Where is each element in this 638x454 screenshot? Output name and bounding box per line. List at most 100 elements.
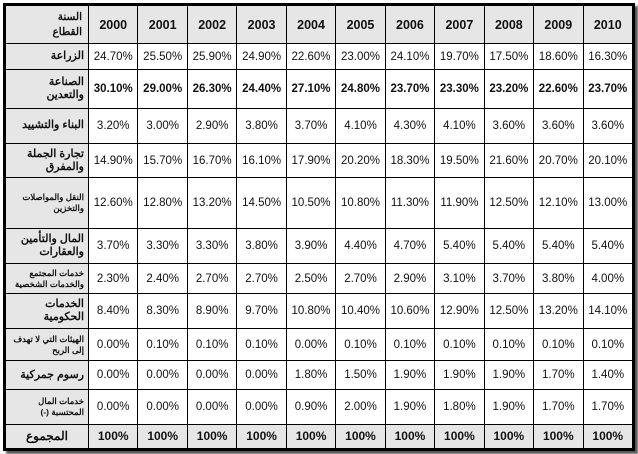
year-header: 2008 bbox=[483, 5, 535, 44]
value-cell: 10.80% bbox=[335, 177, 386, 230]
value-cell: 14.90% bbox=[87, 142, 139, 179]
value-cell: 5.40% bbox=[533, 228, 584, 264]
sector-label: الهيئات التي لا تهدف إلى الربح bbox=[5, 327, 89, 362]
value-cell: 25.90% bbox=[186, 42, 238, 71]
value-cell: 25.50% bbox=[137, 42, 188, 71]
value-cell: 22.60% bbox=[533, 69, 584, 110]
value-cell: 3.60% bbox=[582, 108, 633, 144]
value-cell: 1.90% bbox=[384, 360, 436, 390]
value-cell: 4.70% bbox=[384, 228, 436, 264]
table-body: الزراعة 24.70% 25.50% 25.90% 24.90% 22.60% 23.… bbox=[5, 42, 633, 449]
value-cell: 15.70% bbox=[137, 142, 188, 179]
value-cell: 3.30% bbox=[137, 228, 188, 264]
sector-label: رسوم جمركية bbox=[5, 360, 89, 390]
value-cell: 2.70% bbox=[236, 262, 287, 295]
value-cell: 3.30% bbox=[186, 228, 238, 264]
value-cell: 10.60% bbox=[384, 293, 436, 329]
value-cell: 3.70% bbox=[87, 228, 139, 264]
value-cell: 4.00% bbox=[582, 262, 633, 295]
value-cell: 0.00% bbox=[87, 327, 139, 362]
table-row: الزراعة 24.70% 25.50% 25.90% 24.90% 22.60% 23.… bbox=[5, 42, 633, 71]
year-header: 2010 bbox=[582, 5, 633, 44]
table-row: الخدمات الحكومية 8.40% 8.30% 8.90% 9.70% 10.8… bbox=[5, 293, 633, 329]
table-row: الهيئات التي لا تهدف إلى الربح 0.00% 0.10%… bbox=[5, 327, 633, 362]
value-cell: 3.80% bbox=[236, 228, 287, 264]
value-cell: 19.70% bbox=[434, 42, 485, 71]
value-cell: 1.90% bbox=[483, 388, 535, 425]
table-row: خدمات المال المحتسبة (-) 0.00% 0.00% 0.00% 0… bbox=[5, 388, 633, 425]
value-cell: 100% bbox=[285, 423, 337, 449]
value-cell: 2.40% bbox=[137, 262, 188, 295]
value-cell: 100% bbox=[236, 423, 287, 449]
value-cell: 0.00% bbox=[87, 360, 139, 390]
value-cell: 100% bbox=[434, 423, 485, 449]
value-cell: 29.00% bbox=[137, 69, 188, 110]
value-cell: 19.50% bbox=[434, 142, 485, 179]
value-cell: 18.30% bbox=[384, 142, 436, 179]
year-header: 2009 bbox=[533, 5, 584, 44]
value-cell: 1.40% bbox=[582, 360, 633, 390]
value-cell: 23.20% bbox=[483, 69, 535, 110]
value-cell: 8.40% bbox=[87, 293, 139, 329]
value-cell: 0.90% bbox=[285, 388, 337, 425]
value-cell: 0.10% bbox=[483, 327, 535, 362]
value-cell: 12.50% bbox=[483, 177, 535, 230]
value-cell: 12.90% bbox=[434, 293, 485, 329]
year-header: 2002 bbox=[186, 5, 238, 44]
sector-label: البناء والتشييد bbox=[5, 108, 89, 144]
table-row: تجارة الجملة والمفرق 14.90% 15.70% 16.70% 16… bbox=[5, 142, 633, 179]
total-row: المجموع 100% 100% 100% 100% 100% 100% 100% 100% 1… bbox=[5, 423, 633, 449]
value-cell: 18.60% bbox=[533, 42, 584, 71]
value-cell: 12.60% bbox=[87, 177, 139, 230]
value-cell: 100% bbox=[533, 423, 584, 449]
sector-label: النقل والمواصلات والتخزين bbox=[5, 177, 89, 230]
value-cell: 16.30% bbox=[582, 42, 633, 71]
value-cell: 3.80% bbox=[533, 262, 584, 295]
value-cell: 4.10% bbox=[335, 108, 386, 144]
value-cell: 3.80% bbox=[236, 108, 287, 144]
value-cell: 5.40% bbox=[582, 228, 633, 264]
value-cell: 13.20% bbox=[186, 177, 238, 230]
value-cell: 3.10% bbox=[434, 262, 485, 295]
value-cell: 22.60% bbox=[285, 42, 337, 71]
value-cell: 0.10% bbox=[335, 327, 386, 362]
value-cell: 12.10% bbox=[533, 177, 584, 230]
sector-label: الصناعة والتعدين bbox=[5, 69, 89, 110]
value-cell: 3.70% bbox=[285, 108, 337, 144]
sector-label: المجموع bbox=[5, 423, 89, 449]
corner-header: السنة القطاع bbox=[5, 5, 89, 44]
value-cell: 5.40% bbox=[483, 228, 535, 264]
value-cell: 12.80% bbox=[137, 177, 188, 230]
value-cell: 0.00% bbox=[236, 360, 287, 390]
year-header: 2004 bbox=[285, 5, 337, 44]
value-cell: 16.10% bbox=[236, 142, 287, 179]
sector-label: الزراعة bbox=[5, 42, 89, 71]
value-cell: 100% bbox=[87, 423, 139, 449]
value-cell: 26.30% bbox=[186, 69, 238, 110]
value-cell: 0.10% bbox=[533, 327, 584, 362]
value-cell: 0.00% bbox=[137, 360, 188, 390]
value-cell: 9.70% bbox=[236, 293, 287, 329]
value-cell: 3.60% bbox=[483, 108, 535, 144]
value-cell: 0.00% bbox=[186, 388, 238, 425]
value-cell: 12.50% bbox=[483, 293, 535, 329]
sector-label: المال والتأمين والعقارات bbox=[5, 228, 89, 264]
value-cell: 0.10% bbox=[236, 327, 287, 362]
value-cell: 0.00% bbox=[137, 388, 188, 425]
value-cell: 0.10% bbox=[137, 327, 188, 362]
year-header: 2003 bbox=[236, 5, 287, 44]
table-frame: السنة القطاع 2000 2001 2002 2003 2004 2005 2006 2… bbox=[3, 3, 635, 451]
value-cell: 100% bbox=[137, 423, 188, 449]
table-row: النقل والمواصلات والتخزين 12.60% 12.80% 13.… bbox=[5, 177, 633, 230]
sector-label: خدمات المال المحتسبة (-) bbox=[5, 388, 89, 425]
value-cell: 2.30% bbox=[87, 262, 139, 295]
value-cell: 0.10% bbox=[582, 327, 633, 362]
sector-label: الخدمات الحكومية bbox=[5, 293, 89, 329]
value-cell: 20.10% bbox=[582, 142, 633, 179]
table-row: البناء والتشييد 3.20% 3.00% 2.90% 3.80% 3.70%… bbox=[5, 108, 633, 144]
value-cell: 14.10% bbox=[582, 293, 633, 329]
header-row: السنة القطاع 2000 2001 2002 2003 2004 2005 2006 2… bbox=[5, 5, 633, 44]
year-header: 2001 bbox=[137, 5, 188, 44]
value-cell: 10.50% bbox=[285, 177, 337, 230]
value-cell: 0.00% bbox=[285, 327, 337, 362]
